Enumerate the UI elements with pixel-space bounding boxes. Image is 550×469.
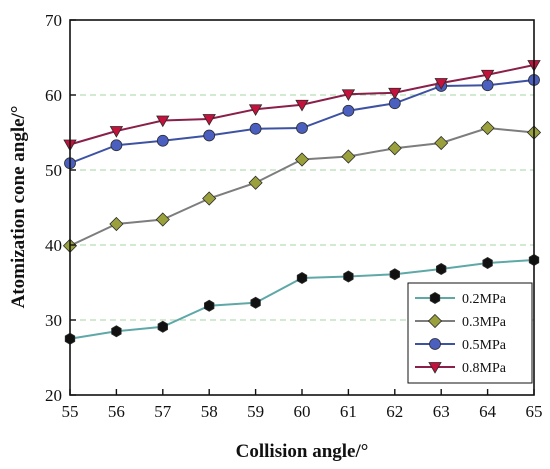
data-point — [249, 122, 262, 135]
data-point — [109, 216, 124, 232]
x-axis-title: Collision angle/° — [236, 441, 369, 462]
data-point — [343, 270, 354, 283]
data-point — [250, 296, 261, 309]
data-point — [482, 257, 493, 269]
y-tick-label: 70 — [45, 11, 62, 30]
x-tick-label: 57 — [154, 402, 172, 421]
legend-label: 0.5MPa — [462, 338, 507, 353]
x-tick-label: 55 — [62, 402, 79, 421]
x-tick-label: 58 — [201, 402, 218, 421]
x-tick-label: 59 — [247, 402, 264, 421]
legend-label: 0.2MPa — [462, 292, 507, 307]
data-point — [434, 78, 448, 90]
y-tick-label: 60 — [45, 86, 62, 105]
data-point — [480, 120, 495, 136]
data-point — [480, 69, 495, 82]
series-group — [62, 60, 542, 345]
legend-marker — [429, 338, 441, 350]
data-point — [296, 272, 308, 284]
data-point — [342, 104, 355, 117]
x-tick-label: 65 — [526, 402, 543, 421]
x-tick-label: 56 — [108, 402, 125, 421]
legend-label: 0.8MPa — [462, 361, 507, 376]
data-point — [388, 87, 402, 100]
data-point — [203, 129, 216, 142]
data-point — [248, 104, 263, 117]
data-point — [202, 191, 217, 206]
legend-marker — [427, 313, 443, 329]
data-point — [341, 149, 356, 164]
axis-ticks: 20 30 40 50 60 70 55 56 57 58 59 60 61 62 63 64 65 — [45, 11, 543, 421]
x-tick-label: 63 — [433, 402, 450, 421]
data-point — [157, 320, 168, 333]
data-point — [248, 175, 263, 190]
y-tick-label: 40 — [45, 236, 62, 255]
data-point — [341, 89, 356, 102]
data-point — [155, 212, 170, 227]
data-point — [296, 122, 308, 134]
y-tick-label: 20 — [45, 386, 62, 405]
data-point — [109, 126, 124, 138]
x-tick-label: 64 — [479, 402, 497, 421]
x-tick-label: 61 — [340, 402, 357, 421]
series-0.5MPa — [64, 74, 540, 170]
legend-marker — [428, 362, 442, 374]
data-point — [156, 134, 169, 147]
legend-label: 0.3MPa — [462, 315, 507, 330]
y-tick-label: 30 — [45, 311, 62, 330]
data-point — [204, 299, 215, 312]
data-point — [387, 141, 402, 156]
x-tick-label: 62 — [386, 402, 403, 421]
legend-marker — [429, 292, 441, 304]
y-tick-label: 50 — [45, 161, 62, 180]
data-point — [389, 268, 400, 281]
data-point — [110, 139, 123, 152]
data-point — [434, 135, 449, 151]
y-axis-title: Atomization cone angle/° — [8, 106, 29, 309]
data-point — [294, 152, 310, 167]
grid-lines — [70, 94, 534, 321]
data-point — [436, 263, 447, 275]
data-point — [156, 115, 170, 128]
data-point — [111, 325, 122, 338]
legend: 0.2MPa 0.3MPa 0.5MPa 0.8MPa — [407, 282, 533, 384]
series-0.2MPa — [64, 254, 540, 345]
x-tick-label: 60 — [294, 402, 311, 421]
data-point — [295, 99, 309, 112]
series-0.8MPa — [63, 60, 541, 152]
data-point — [202, 114, 216, 126]
